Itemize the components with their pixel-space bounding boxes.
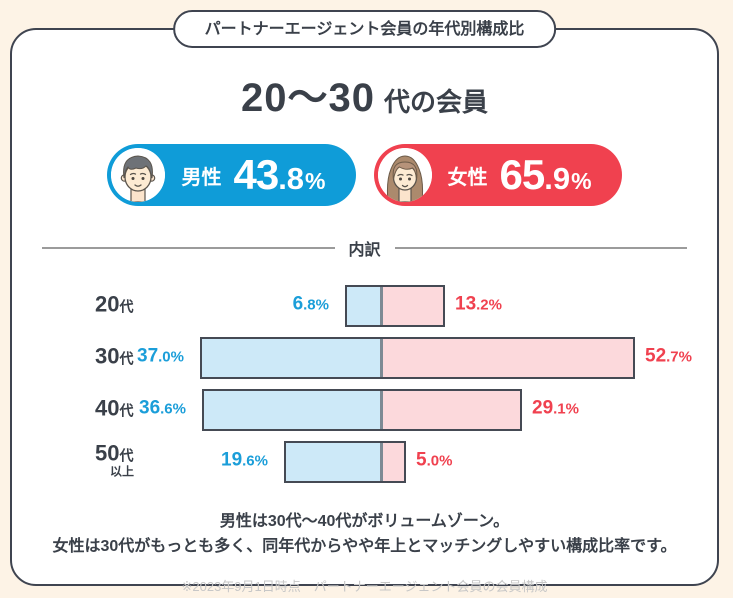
gender-summary-pills: 男性 43.8% 女性 <box>12 144 717 206</box>
female-bar-segment <box>380 287 443 325</box>
female-bar-segment <box>380 443 404 481</box>
bar <box>202 389 522 431</box>
page-title: 20〜30 代の会員 <box>12 78 717 118</box>
header-badge: パートナーエージェント会員の年代別構成比 <box>172 10 557 48</box>
footnote: ※2023年9月1日時点 パートナーエージェント会員の会員構成 <box>181 578 548 594</box>
male-bar-segment <box>202 339 380 377</box>
bar <box>284 441 406 483</box>
female-value-int: 65 <box>499 151 546 198</box>
female-avatar-icon <box>377 148 432 202</box>
female-pill: 女性 65.9% <box>373 144 622 206</box>
female-percentage: 65.9% <box>500 154 592 196</box>
female-bar-segment <box>380 339 633 377</box>
male-avatar-icon <box>111 148 166 202</box>
male-value-label: 6.8% <box>292 293 329 315</box>
age-category-label: 40代 <box>95 395 134 421</box>
age-category-label: 50代 以上 <box>95 440 135 479</box>
chart-row-2: 30代 37.0% 52.7% <box>12 330 717 382</box>
male-value-dec: .8 <box>278 161 305 196</box>
breakdown-label: 内訳 <box>348 242 381 259</box>
female-value-label: 13.2% <box>455 293 502 315</box>
divider-line-right <box>394 247 688 249</box>
bar <box>345 285 445 327</box>
header-badge-label: パートナーエージェント会員の年代別構成比 <box>204 21 525 38</box>
male-value-int: 43 <box>233 151 279 198</box>
breakdown-divider: 内訳 <box>42 236 688 260</box>
title-age-range: 20〜30 <box>241 76 375 120</box>
male-bar-segment <box>204 391 380 429</box>
female-value-unit: % <box>571 168 592 194</box>
female-bar-segment <box>380 391 520 429</box>
age-breakdown-chart: 20代 6.8% 13.2% 30代 37.0% 52.7% 40代 36.6% 29.1% 50… <box>12 278 717 486</box>
infographic-card: パートナーエージェント会員の年代別構成比 20〜30 代の会員 <box>10 10 719 594</box>
male-value-label: 36.6% <box>139 397 186 419</box>
male-bar-segment <box>347 287 380 325</box>
female-label: 女性 <box>447 166 488 189</box>
female-value-label: 29.1% <box>532 397 579 419</box>
chart-row-3: 40代 36.6% 29.1% <box>12 382 717 434</box>
female-value-label: 5.0% <box>416 449 453 471</box>
age-category-label: 20代 <box>95 291 134 317</box>
chart-row-4: 50代 以上 19.6% 5.0% <box>12 434 717 486</box>
bar <box>200 337 635 379</box>
female-value-dec: .9 <box>544 161 571 196</box>
female-value-label: 52.7% <box>645 345 692 367</box>
summary-line-1: 男性は30代〜40代がボリュームゾーン。 <box>219 513 510 530</box>
male-label: 男性 <box>181 166 222 189</box>
summary-line-2: 女性は30代がもっとも多く、同年代からやや年上とマッチングしやすい構成比率です。 <box>52 537 677 555</box>
male-value-label: 19.6% <box>221 449 268 471</box>
summary-text: 男性は30代〜40代がボリュームゾーン。 女性は30代がもっとも多く、同年代から… <box>12 510 717 560</box>
age-category-label: 30代 <box>95 343 134 369</box>
chart-row-1: 20代 6.8% 13.2% <box>12 278 717 330</box>
male-percentage: 43.8% <box>233 154 325 196</box>
male-value-label: 37.0% <box>137 345 184 367</box>
title-suffix: 代の会員 <box>383 87 488 117</box>
male-bar-segment <box>286 443 380 481</box>
male-value-unit: % <box>305 168 326 194</box>
divider-line-left <box>42 247 335 249</box>
male-pill: 男性 43.8% <box>107 144 356 206</box>
